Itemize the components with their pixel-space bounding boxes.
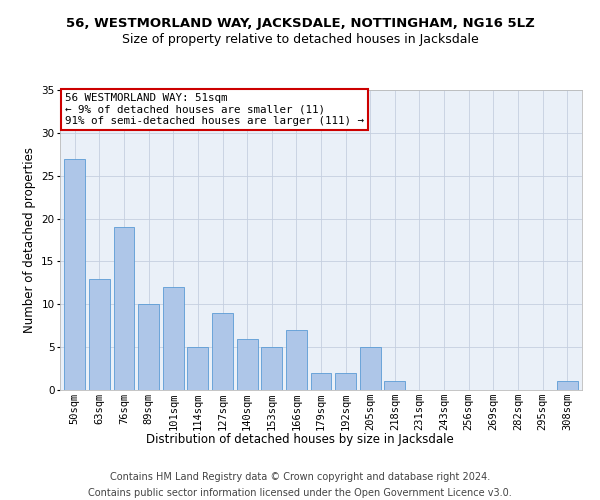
Text: Size of property relative to detached houses in Jacksdale: Size of property relative to detached ho… [122,32,478,46]
Bar [163,287,184,390]
Bar [335,373,356,390]
Bar [138,304,159,390]
Bar [360,347,381,390]
Bar [236,338,257,390]
Bar [113,227,134,390]
Text: Contains public sector information licensed under the Open Government Licence v3: Contains public sector information licen… [88,488,512,498]
Bar [385,382,406,390]
Bar [212,313,233,390]
Text: 56 WESTMORLAND WAY: 51sqm
← 9% of detached houses are smaller (11)
91% of semi-d: 56 WESTMORLAND WAY: 51sqm ← 9% of detach… [65,93,364,126]
Text: Contains HM Land Registry data © Crown copyright and database right 2024.: Contains HM Land Registry data © Crown c… [110,472,490,482]
Bar [557,382,578,390]
Bar [187,347,208,390]
Y-axis label: Number of detached properties: Number of detached properties [23,147,35,333]
Bar [286,330,307,390]
Bar [64,158,85,390]
Bar [261,347,282,390]
Text: 56, WESTMORLAND WAY, JACKSDALE, NOTTINGHAM, NG16 5LZ: 56, WESTMORLAND WAY, JACKSDALE, NOTTINGH… [65,18,535,30]
Bar [89,278,110,390]
Text: Distribution of detached houses by size in Jacksdale: Distribution of detached houses by size … [146,432,454,446]
Bar [311,373,331,390]
